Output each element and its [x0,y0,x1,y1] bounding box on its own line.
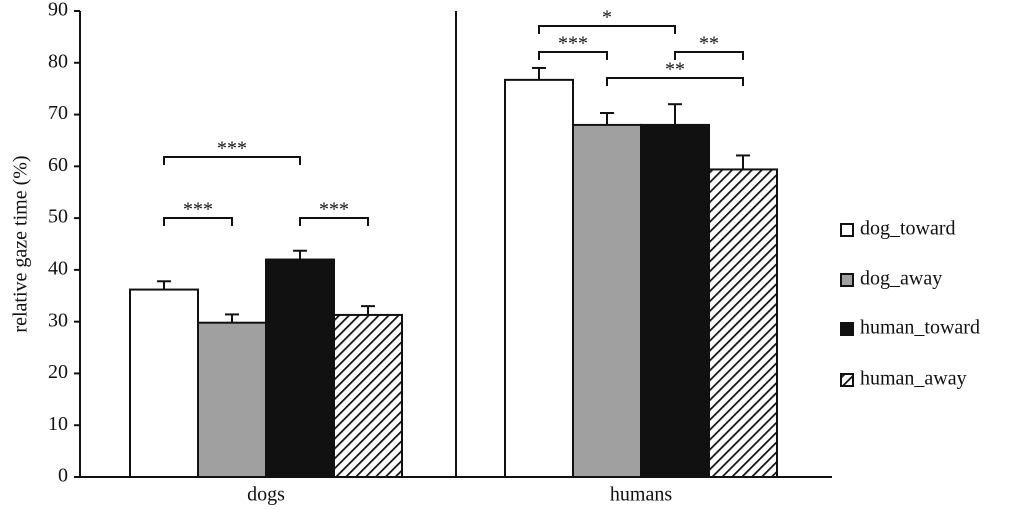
legend-swatch [840,273,854,287]
legend-label: human_away [860,368,967,390]
significance-bracket [606,77,744,86]
y-tick-label: 20 [48,361,68,383]
significance-bracket [163,156,301,165]
significance-label: * [602,7,612,29]
bar [129,288,199,479]
y-tick-label: 50 [48,206,68,228]
bar [572,123,642,479]
legend-label: human_toward [860,317,980,339]
y-tick-label: 10 [48,413,68,435]
x-tick-label: dogs [247,484,285,506]
significance-label: *** [217,138,247,160]
y-tick-label: 90 [48,0,68,21]
y-tick-label: 0 [58,465,68,487]
significance-bracket [299,217,369,226]
significance-bracket [538,25,676,34]
significance-bracket [163,217,233,226]
significance-label: *** [319,199,349,221]
significance-bracket [538,51,608,60]
y-tick-label: 60 [48,154,68,176]
significance-label: ** [665,59,685,81]
bar [504,78,574,478]
legend-label: dog_toward [860,218,956,240]
legend-swatch [840,322,854,336]
significance-label: ** [699,33,719,55]
bar [197,321,267,478]
significance-label: *** [183,199,213,221]
y-tick-label: 80 [48,50,68,72]
legend-label: dog_away [860,268,942,290]
y-tick-label: 70 [48,102,68,124]
legend-swatch [840,223,854,237]
legend-swatch [840,373,854,387]
bar [708,168,778,478]
significance-label: *** [558,33,588,55]
bar [333,313,403,478]
bar [265,258,335,478]
y-tick-label: 40 [48,257,68,279]
x-tick-label: humans [610,484,672,506]
y-tick-label: 30 [48,309,68,331]
significance-bracket [674,51,744,60]
bar [640,123,710,479]
y-axis-label: relative gaze time (%) [10,155,32,332]
